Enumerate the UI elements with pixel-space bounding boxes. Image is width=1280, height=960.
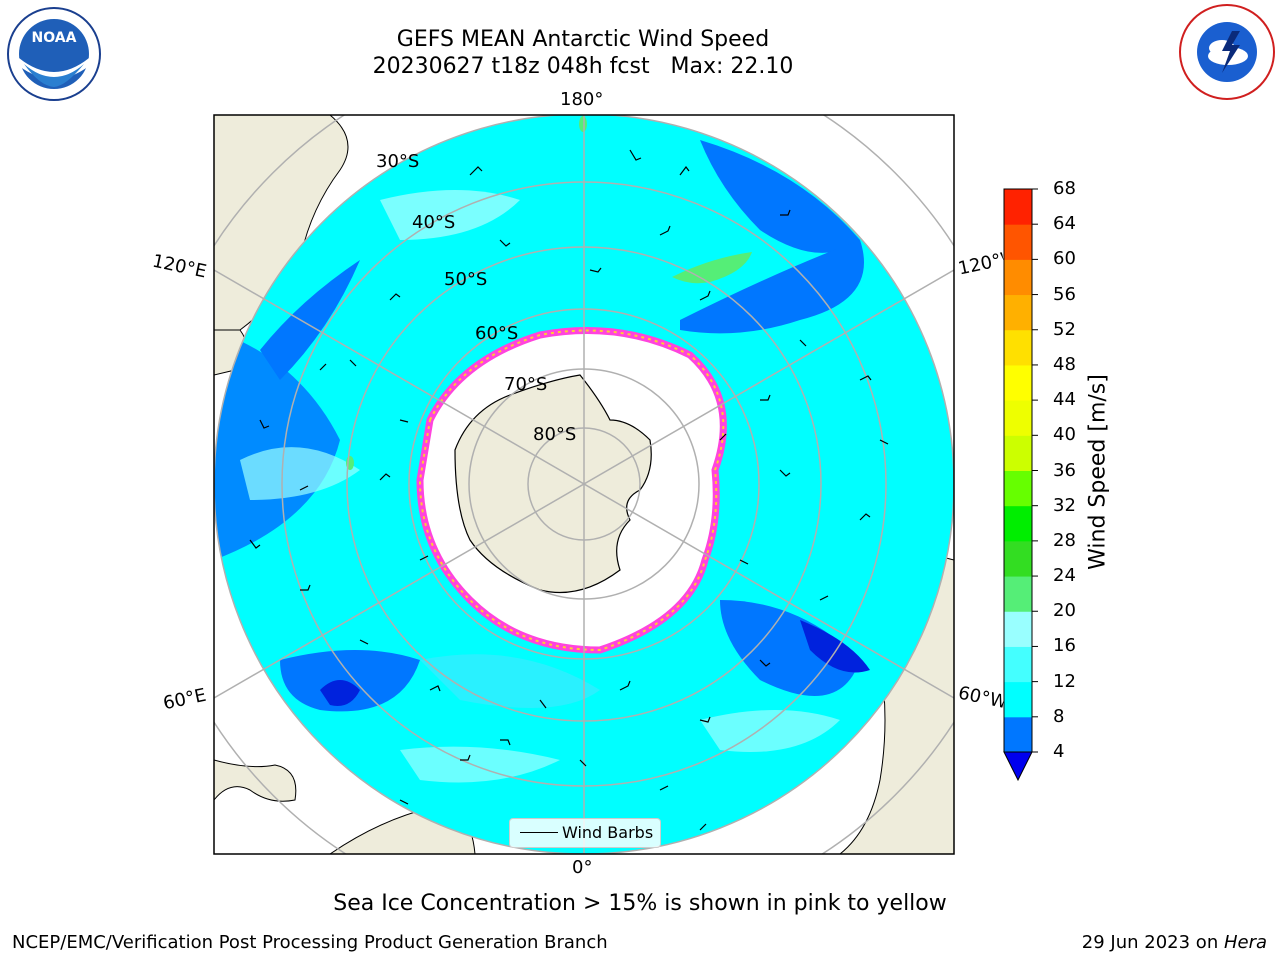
legend-label: Wind Barbs xyxy=(562,823,654,842)
footer-host: Hera xyxy=(1223,932,1267,953)
colorbar-label: Wind Speed [m/s] xyxy=(1085,374,1111,570)
colorbar-tick-label: 20 xyxy=(1053,600,1076,622)
wind-barb-legend-line xyxy=(520,832,558,833)
colorbar-segment xyxy=(1004,681,1032,718)
svg-text:NOAA: NOAA xyxy=(32,30,77,46)
colorbar-segment xyxy=(1004,364,1032,401)
wind-barbs xyxy=(249,149,889,831)
colorbar-segment xyxy=(1004,294,1032,331)
colorbar-tick-label: 28 xyxy=(1053,529,1076,551)
colorbar-segment xyxy=(1004,540,1032,577)
colorbar-tick-label: 24 xyxy=(1053,565,1076,587)
colorbar-segment xyxy=(1004,329,1032,366)
colorbar-tick-label: 68 xyxy=(1053,178,1076,199)
colorbar-segment xyxy=(1004,435,1032,471)
colorbar xyxy=(1003,188,1038,782)
lat-label-60s: 60°S xyxy=(475,323,519,344)
colorbar-tick-label: 36 xyxy=(1053,459,1076,481)
colorbar-tick-label: 12 xyxy=(1053,670,1076,692)
lon-label-bottom: 0° xyxy=(572,857,593,878)
chart-subtitle: 20230627 t18z 048h fcst Max: 22.10 xyxy=(372,54,794,79)
lat-label-80s: 80°S xyxy=(533,424,577,445)
colorbar-segment xyxy=(1004,505,1032,542)
colorbar-segment xyxy=(1004,400,1032,436)
caption: Sea Ice Concentration > 15% is shown in … xyxy=(333,891,947,916)
lat-label-50s: 50°S xyxy=(444,269,488,290)
colorbar-segment xyxy=(1004,224,1032,260)
lon-label-top: 180° xyxy=(560,89,604,110)
colorbar-tick-label: 40 xyxy=(1053,424,1076,446)
chart-title: GEFS MEAN Antarctic Wind Speed xyxy=(396,27,770,52)
colorbar-tick-label: 8 xyxy=(1053,705,1065,727)
colorbar-segment xyxy=(1004,259,1032,296)
footer-source: NCEP/EMC/Verification Post Processing Pr… xyxy=(12,932,608,953)
lat-label-70s: 70°S xyxy=(504,374,548,395)
colorbar-segment xyxy=(1004,189,1032,225)
colorbar-segment xyxy=(1004,646,1032,683)
lat-label-40s: 40°S xyxy=(412,212,456,233)
graticule xyxy=(214,115,954,854)
colorbar-tick-label: 60 xyxy=(1053,248,1076,270)
colorbar-tick-label: 48 xyxy=(1053,353,1076,375)
footer-date-text: 29 Jun 2023 on xyxy=(1081,932,1224,953)
map-frame xyxy=(213,114,955,855)
map-legend: Wind Barbs xyxy=(509,818,661,848)
colorbar-tick-label: 32 xyxy=(1053,494,1076,516)
colorbar-segment xyxy=(1004,576,1032,612)
colorbar-tick-label: 64 xyxy=(1053,213,1076,235)
colorbar-tick-label: 56 xyxy=(1053,283,1076,305)
colorbar-segment xyxy=(1004,716,1032,753)
colorbar-segment xyxy=(1004,470,1032,507)
footer-date: 29 Jun 2023 on Hera xyxy=(1082,932,1267,953)
colorbar-tick-label: 52 xyxy=(1053,318,1076,340)
colorbar-segment xyxy=(1004,611,1032,647)
lat-label-30s: 30°S xyxy=(376,151,420,172)
colorbar-tick-label: 44 xyxy=(1053,389,1076,411)
antarctica xyxy=(454,374,652,594)
colorbar-tick-label: 16 xyxy=(1053,635,1076,657)
colorbar-tick-label: 4 xyxy=(1053,741,1065,762)
nws-logo xyxy=(1178,3,1276,101)
noaa-logo: NOAA xyxy=(6,6,102,102)
colorbar-extend-min xyxy=(1003,751,1033,782)
